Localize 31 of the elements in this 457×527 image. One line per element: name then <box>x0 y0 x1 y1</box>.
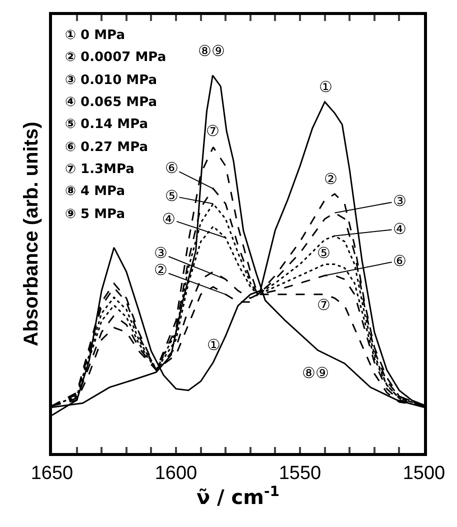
annotation: ⑤ <box>317 244 330 262</box>
annotation: ⑥ 0.27 MPa <box>65 140 148 155</box>
text: ① 0 MPa <box>65 28 125 43</box>
annotation: ④ <box>393 220 406 238</box>
annotation: ② <box>154 261 168 279</box>
annotation: ⑥ <box>393 252 406 270</box>
x-tick-label: 1550 <box>278 462 322 484</box>
annotation: ③ 0.010 MPa <box>65 73 158 88</box>
annotation: ④ <box>162 210 176 228</box>
y-axis-title: Absorbance (arb. units) <box>20 122 42 346</box>
annotation: ⑨ 5 MPa <box>65 207 125 222</box>
annotation: ① <box>319 78 332 96</box>
annotation: ⑤ <box>165 187 178 205</box>
x-tick-label: 1600 <box>154 462 198 484</box>
x-tick-label: 1650 <box>30 462 74 484</box>
x-tick-label: 1500 <box>402 462 446 484</box>
annotation: ⑧ 4 MPa <box>65 184 125 199</box>
annotation: ④ 0.065 MPa <box>65 95 158 110</box>
annotation: ③ <box>393 192 406 210</box>
annotation: ⑥ <box>165 159 178 177</box>
annotation: ⑦ <box>206 122 220 140</box>
annotation: ② <box>324 170 338 188</box>
annotation: ⑦ 1.3MPa <box>65 162 134 177</box>
x-axis-title: ν̃ / cm$^{-1}$ <box>196 484 280 510</box>
annotation: ③ <box>154 244 168 262</box>
annotation: ⑧⑨ <box>302 364 329 382</box>
annotation: ① <box>207 336 220 354</box>
annotation: ⑦ <box>317 296 330 314</box>
text: ② 0.0007 MPa <box>65 50 166 65</box>
annotation: ⑤ 0.14 MPa <box>65 117 148 132</box>
annotation: ⑧⑨ <box>198 42 225 60</box>
